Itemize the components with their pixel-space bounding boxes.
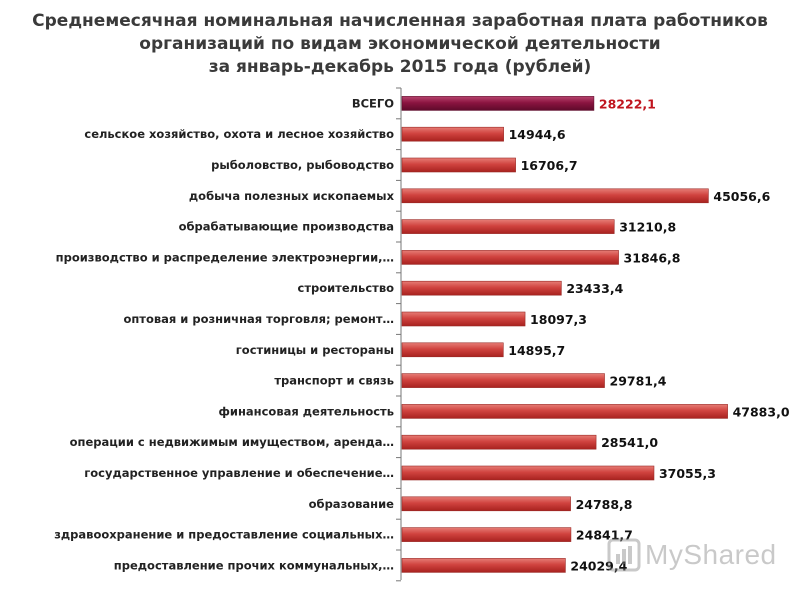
bar [401,157,516,173]
value-label: 28222,1 [599,96,656,111]
watermark-text: MyShared [645,539,777,570]
bar [401,465,655,481]
category-label: обрабатывающие производства [179,220,394,234]
value-label: 14944,6 [509,127,566,142]
category-label: транспорт и связь [274,374,394,388]
category-label: предоставление прочих коммунальных,… [114,558,394,572]
category-label: здравоохранение и предоставление социаль… [54,528,394,542]
bar [401,373,605,388]
value-label: 23433,4 [566,281,623,296]
category-label: оптовая и розничная торговля; ремонт… [123,312,394,326]
bar [401,311,526,327]
watermark: MyShared [607,538,777,572]
bar [401,434,597,450]
bar-total [401,96,595,111]
bar [401,188,709,204]
bar [401,280,562,296]
value-label: 31846,8 [624,250,681,265]
category-labels: ВСЕГО сельское хозяйство, охота и лесное … [54,96,394,572]
chart-title-line-3: за январь-декабрь 2015 года (рублей) [208,57,592,77]
chart-title-line-1: Среднемесячная номинальная начисленная з… [32,11,768,31]
category-label: операции с недвижимым имуществом, аренда… [70,435,394,449]
category-label: рыболовство, рыбоводство [211,158,394,172]
value-label: 29781,4 [610,374,667,389]
bar [401,342,504,358]
value-label: 24841,7 [576,528,633,543]
value-label: 45056,6 [713,189,770,204]
bar [401,250,619,265]
value-labels: 28222,1 14944,6 16706,7 45056,6 31210,8 31846… [508,96,790,573]
bar [401,496,571,512]
value-label: 28541,0 [601,435,658,450]
bar [401,126,504,142]
bar [401,219,615,234]
category-label: образование [309,497,395,511]
bar [401,558,566,573]
chart-title: Среднемесячная номинальная начисленная з… [0,10,800,79]
value-label: 24029,4 [570,558,627,573]
category-label: государственное управление и обеспечение… [84,466,394,480]
value-label: 18097,3 [530,312,587,327]
value-label: 16706,7 [521,158,578,173]
bars-group [401,96,728,573]
value-label: 14895,7 [508,343,565,358]
category-label: производство и распределение электроэнер… [56,250,394,264]
category-label: строительство [298,281,395,295]
bar [401,404,728,419]
category-label: гостиницы и рестораны [236,343,394,357]
watermark-logo-icon [607,538,641,572]
y-axis-ticks [396,87,401,582]
category-label: ВСЕГО [352,96,394,110]
bar [401,527,572,542]
value-label: 37055,3 [659,466,716,481]
category-label: сельское хозяйство, охота и лесное хозяй… [84,127,394,141]
value-label: 31210,8 [619,220,676,235]
value-label: 47883,0 [733,404,790,419]
chart-title-line-2: организаций по видам экономической деяте… [139,34,661,54]
category-label: добыча полезных ископаемых [189,189,395,203]
value-label: 24788,8 [576,497,633,512]
category-label: финансовая деятельность [219,404,395,418]
